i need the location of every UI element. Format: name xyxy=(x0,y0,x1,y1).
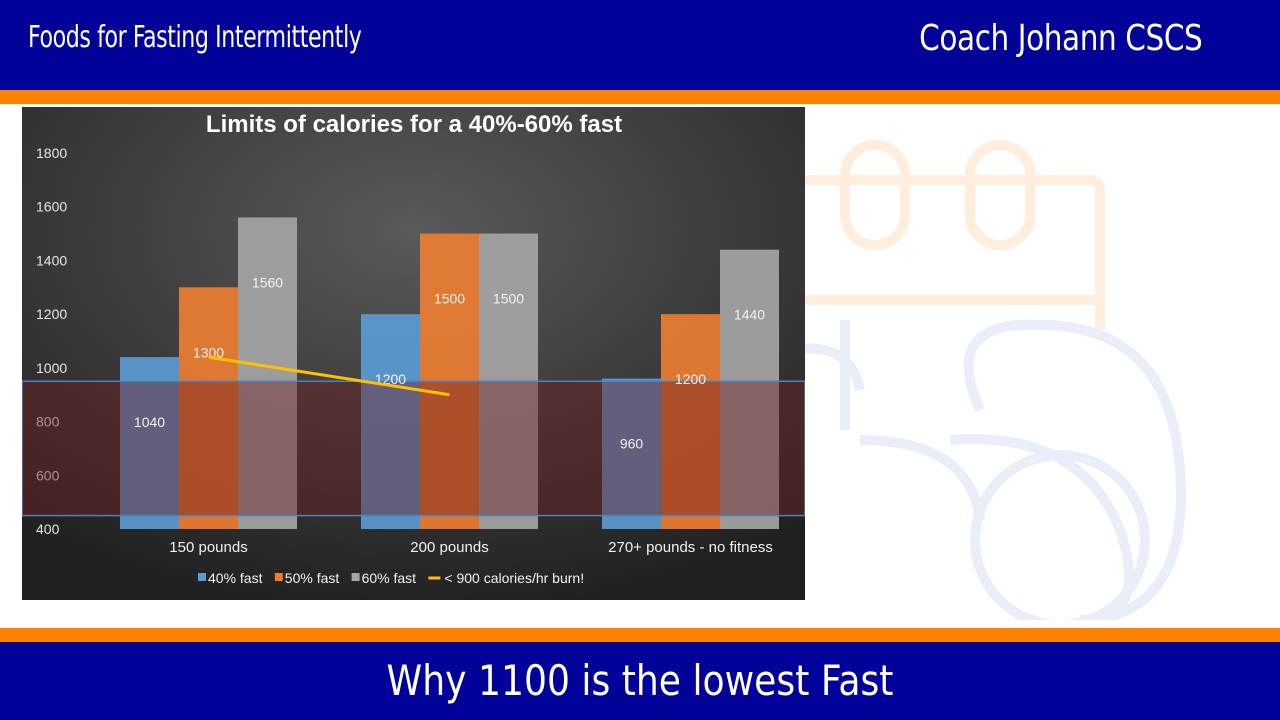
calorie-limits-chart: Limits of calories for a 40%-60% fast 40… xyxy=(21,107,806,600)
x-category-label: 150 pounds xyxy=(169,539,247,556)
x-category-label: 270+ pounds - no fitness xyxy=(608,539,773,556)
y-tick-label: 400 xyxy=(36,521,60,537)
y-tick-label: 1600 xyxy=(36,199,67,215)
bar-40-fast xyxy=(120,357,179,529)
x-category-label: 200 pounds xyxy=(410,539,488,556)
chart-title: Limits of calories for a 40%-60% fast xyxy=(206,111,622,138)
footer-caption: Why 1100 is the lowest Fast xyxy=(386,656,894,705)
y-tick-label: 1800 xyxy=(36,145,67,161)
header-bar: Foods for Fasting Intermittently Coach J… xyxy=(0,0,1280,104)
bar-data-label: 1560 xyxy=(252,274,283,290)
y-tick-label: 1400 xyxy=(36,252,67,268)
bar-data-label: 1440 xyxy=(734,307,765,323)
legend-swatch xyxy=(274,573,283,581)
bar-40-fast xyxy=(602,378,661,529)
bar-60-fast xyxy=(238,217,297,529)
legend-label: 60% fast xyxy=(362,570,417,586)
legend-label: 50% fast xyxy=(285,570,340,586)
legend-label: < 900 calories/hr burn! xyxy=(444,570,584,586)
bar-data-label: 1300 xyxy=(193,344,224,360)
bar-data-label: 1040 xyxy=(134,414,165,430)
bar-50-fast xyxy=(179,287,238,529)
chart-canvas: Limits of calories for a 40%-60% fast 40… xyxy=(21,107,806,600)
bar-data-label: 1200 xyxy=(675,371,706,387)
calendar-apple-icon xyxy=(789,140,1186,620)
bar-data-label: 1500 xyxy=(493,291,524,307)
bar-data-label: 1500 xyxy=(434,291,465,307)
bar-data-label: 960 xyxy=(620,436,644,452)
presenter-name: Coach Johann CSCS xyxy=(918,18,1203,59)
legend-swatch xyxy=(351,573,360,581)
y-tick-label: 600 xyxy=(36,467,60,483)
presentation-title: Foods for Fasting Intermittently xyxy=(28,20,362,55)
legend-swatch xyxy=(198,573,206,581)
footer-bar: Why 1100 is the lowest Fast xyxy=(0,628,1280,720)
legend-label: 40% fast xyxy=(208,570,263,586)
y-tick-label: 800 xyxy=(36,414,60,430)
burn-zone-band xyxy=(21,380,806,517)
bar-50-fast xyxy=(661,314,720,529)
bar-40-fast xyxy=(361,314,420,529)
burn-line xyxy=(208,355,450,397)
y-tick-label: 1200 xyxy=(36,306,67,322)
y-tick-label: 1000 xyxy=(36,360,67,376)
bar-60-fast xyxy=(720,249,779,529)
